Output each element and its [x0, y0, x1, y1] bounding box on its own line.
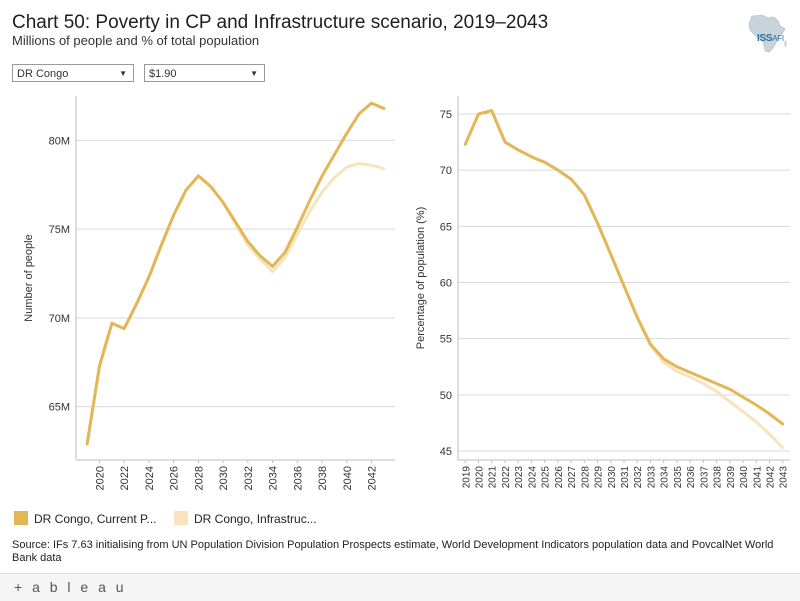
x-tick-label: 2039 [726, 466, 737, 489]
iss-afi-logo: ISSAFI [757, 33, 784, 44]
africa-map-logo-icon [748, 14, 787, 53]
x-tick-label: 2022 [119, 466, 131, 490]
chart-subtitle: Millions of people and % of total popula… [12, 33, 260, 48]
legend-label-infrastructure: DR Congo, Infrastruc... [194, 512, 317, 526]
poverty-line-dropdown-value: $1.90 [149, 68, 177, 80]
logo-main-text: ISS [757, 33, 773, 44]
x-tick-label: 2042 [765, 466, 776, 489]
x-tick-label: 2041 [752, 466, 763, 489]
x-tick-label: 2024 [144, 466, 156, 490]
x-tick-label: 2043 [779, 466, 790, 489]
x-tick-label: 2021 [488, 466, 499, 489]
legend-label-current-path: DR Congo, Current P... [34, 512, 157, 526]
series-line-infrastructure [463, 109, 785, 450]
x-tick-label: 2032 [633, 466, 644, 489]
x-tick-label: 2028 [580, 466, 591, 489]
y-tick-label: 65M [49, 402, 70, 414]
x-tick-label: 2034 [660, 466, 671, 489]
x-tick-label: 2024 [527, 466, 538, 489]
y-tick-label: 65 [440, 221, 452, 233]
y-axis-title: Number of people [23, 234, 35, 321]
x-tick-label: 2037 [699, 466, 710, 489]
x-tick-label: 2028 [193, 466, 205, 490]
x-tick-label: 2022 [501, 466, 512, 489]
x-tick-label: 2036 [686, 466, 697, 489]
x-tick-label: 2026 [554, 466, 565, 489]
y-axis-title: Percentage of population (%) [415, 207, 427, 349]
x-tick-label: 2038 [713, 466, 724, 489]
y-tick-label: 75 [440, 109, 452, 121]
chart-title: Chart 50: Poverty in CP and Infrastructu… [12, 12, 549, 33]
source-note: Source: IFs 7.63 initialising from UN Po… [12, 539, 774, 561]
x-tick-label: 2020 [94, 466, 106, 490]
legend-item-infrastructure[interactable]: DR Congo, Infrastruc... [174, 508, 344, 528]
x-tick-label: 2042 [367, 466, 379, 490]
poverty-line-dropdown[interactable]: $1.90 ▼ [144, 64, 265, 82]
y-tick-label: 55 [440, 334, 452, 346]
country-dropdown-value: DR Congo [17, 68, 69, 80]
x-tick-label: 2023 [514, 466, 525, 489]
x-tick-label: 2030 [218, 466, 230, 490]
x-tick-label: 2020 [475, 466, 486, 489]
x-tick-label: 2029 [594, 466, 605, 489]
chevron-down-icon: ▼ [250, 69, 258, 78]
legend-swatch-current-path [14, 511, 28, 525]
x-tick-label: 2036 [292, 466, 304, 490]
x-tick-label: 2027 [567, 466, 578, 489]
x-tick-label: 2035 [673, 466, 684, 489]
y-tick-label: 50 [440, 390, 452, 402]
tableau-footer: + a b l e a u [0, 573, 800, 601]
y-tick-label: 60 [440, 277, 452, 289]
x-tick-label: 2019 [461, 466, 472, 489]
series-line-current-path [85, 101, 386, 446]
y-tick-label: 80M [49, 135, 70, 147]
x-tick-label: 2026 [169, 466, 181, 490]
legend-item-current-path[interactable]: DR Congo, Current P... [14, 508, 174, 528]
x-tick-label: 2030 [607, 466, 618, 489]
y-tick-label: 70M [49, 313, 70, 325]
country-dropdown[interactable]: DR Congo ▼ [12, 64, 134, 82]
x-tick-label: 2040 [739, 466, 750, 489]
legend-swatch-infrastructure [174, 511, 188, 525]
tableau-logo[interactable]: + a b l e a u [14, 579, 127, 595]
y-tick-label: 70 [440, 165, 452, 177]
x-tick-label: 2040 [342, 466, 354, 490]
logo-sub-text: AFI [772, 34, 784, 43]
x-tick-label: 2034 [268, 466, 280, 490]
x-tick-label: 2025 [541, 466, 552, 489]
series-line-current-path [463, 109, 785, 426]
x-tick-label: 2031 [620, 466, 631, 489]
y-tick-label: 75M [49, 224, 70, 236]
y-tick-label: 45 [440, 446, 452, 458]
x-tick-label: 2032 [243, 466, 255, 490]
chevron-down-icon: ▼ [119, 69, 127, 78]
x-tick-label: 2033 [646, 466, 657, 489]
x-tick-label: 2038 [317, 466, 329, 490]
